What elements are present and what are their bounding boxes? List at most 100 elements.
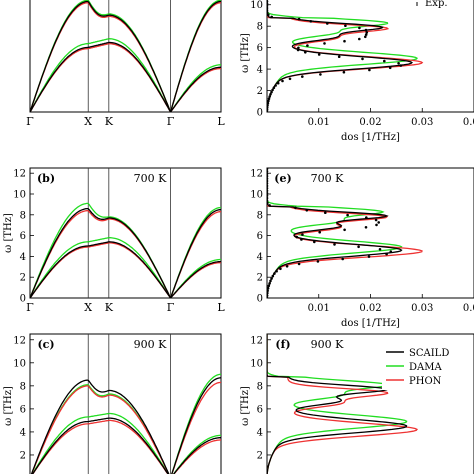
y-tick-label: 10 [250,0,263,11]
series-dama-branch [30,241,89,298]
panel-label: (c) [37,338,54,351]
exp-data-point [273,272,276,275]
exp-data-point [267,97,271,100]
exp-data-point [364,226,368,229]
exp-data-point [267,191,269,195]
x-axis-label: dos [1/THz] [341,132,400,143]
exp-data-point [375,223,378,227]
x-tick-label: 0.01 [308,117,330,128]
panel-temperature: 900 K [134,338,167,351]
exp-data-point [268,95,272,98]
series-phon-branch [88,419,109,425]
y-tick-label: 6 [20,231,26,242]
series-phon-branch [30,48,89,112]
exp-data-point [304,51,307,54]
series-scaild-branch [108,417,169,474]
x-tick-label: 0.04 [463,303,474,314]
y-tick-label: 6 [20,404,26,415]
exp-data-point [343,39,346,43]
exp-data-point [377,221,381,224]
panel-frame [29,333,222,474]
x-tick-label: X [84,301,92,314]
exp-data-point [297,262,301,266]
series-dama-branch [87,0,109,16]
exp-data-point [317,53,321,56]
y-tick-label: 8 [257,381,263,392]
panel-label: (e) [274,172,291,185]
exp-data-point [267,13,270,16]
series-scaild-branch [30,245,89,298]
legend-label-dama: DAMA [409,362,442,373]
y-tick-label: 10 [13,190,26,201]
exp-data-point [378,248,382,251]
x-tick-label: X [84,115,92,128]
y-tick-label: 2 [20,450,26,461]
exp-data-point [344,24,347,28]
exp-data-point [368,68,371,72]
y-tick-label: 2 [257,450,263,461]
x-tick-label: Γ [167,301,175,314]
exp-data-point [346,213,349,217]
y-tick-label: 6 [257,43,263,54]
panel-e: 0 2 4 6 8 10 12 0.01 0.02 0.03 0.04 dos [1/THz] (e) 7… [250,167,474,329]
exp-data-point [281,79,284,83]
exp-data-point [301,75,304,78]
exp-data-point [267,2,269,5]
panel-temperature: 700 K [311,172,344,185]
series-scaild-branch [170,260,221,298]
exp-data-point [301,233,304,236]
series-phon-branch [170,67,221,112]
x-tick-label: K [105,301,114,314]
y-axis-label: ω [THz] [3,386,14,426]
exp-data-point [296,48,300,52]
y-tick-label: 12 [250,169,263,180]
exp-data-point [267,0,269,1]
exp-data-point [383,59,386,63]
exp-data-point [267,184,269,188]
series-phon-branch [108,242,172,298]
series-dama-branch [30,43,89,112]
series-phon-branch [170,261,221,298]
exp-data-point [316,260,320,263]
exp-data-point [388,66,392,70]
exp-data-point [279,267,282,271]
series-dama-branch [108,237,172,298]
y-tick-label: 10 [13,358,26,369]
y-tick-label: 2 [20,273,26,284]
y-tick-label: 10 [250,358,263,369]
series-dama-branch [108,38,172,112]
y-tick-label: 8 [20,210,26,221]
series-scaild-branch [87,208,110,220]
exp-data-point [274,84,277,87]
exp-data-point [318,230,322,234]
panel-frame [29,0,222,113]
series-scaild-branch [87,379,110,393]
x-tick-label: Γ [26,301,34,314]
y-tick-label: 0 [20,294,26,305]
exp-data-point [297,46,300,50]
series-dama-branch [30,384,89,474]
series-scaild-dos [267,168,403,298]
exp-data-point [270,90,273,94]
exp-data-point [333,243,336,246]
series-dama-branch [171,373,221,474]
exp-data-point [267,106,269,109]
exp-data-point [294,206,297,210]
exp-data-point [361,57,364,61]
panel-temperature: 900 K [311,338,344,351]
series-scaild-branch [30,46,89,112]
x-tick-label: 0.03 [411,117,433,128]
legend: SCAILD DAMA PHON [382,342,470,390]
exp-data-point [365,216,368,219]
y-tick-label: 4 [257,65,263,76]
y-tick-label: 6 [257,231,263,242]
exp-data-point [268,204,271,207]
y-axis-label: ω [THz] [240,33,251,73]
exp-data-point [267,170,269,173]
exp-data-point [300,238,303,241]
exp-data-point [267,108,269,112]
exp-data-point [389,250,393,253]
x-axis-label: dos [1/THz] [341,318,400,329]
series-scaild-branch [169,208,221,298]
